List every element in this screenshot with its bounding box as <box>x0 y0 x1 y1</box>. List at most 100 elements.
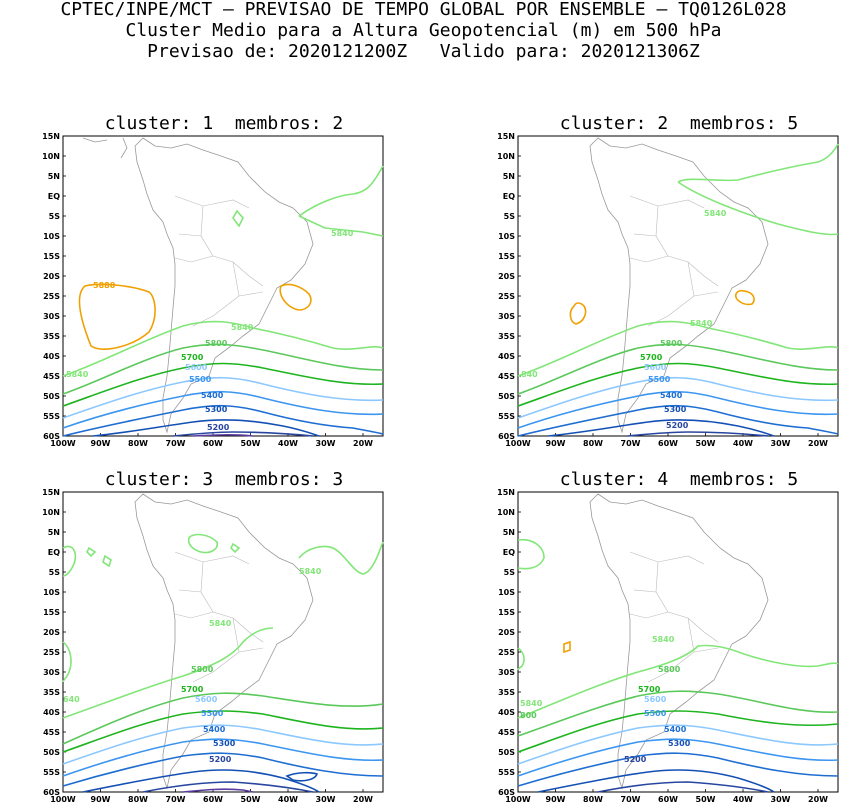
latitude-tick-label: 15N <box>497 488 515 497</box>
longitude-tick-label: 50W <box>241 795 261 803</box>
contour-label: 5700 <box>638 685 661 694</box>
latitude-tick-label: 20S <box>43 272 60 281</box>
latitude-tick-label: 15N <box>497 132 515 141</box>
country-borders <box>629 195 719 327</box>
latitude-tick-label: 30S <box>498 668 515 677</box>
latitude-tick-label: 50S <box>498 748 515 757</box>
latitude-tick-label: 60S <box>43 432 60 441</box>
longitude-tick-label: 30W <box>771 439 791 448</box>
latitude-tick-label: 10N <box>42 152 60 161</box>
contour-label: 5800 <box>660 339 683 348</box>
longitude-tick-label: 20W <box>808 795 828 803</box>
map-frame <box>517 135 839 437</box>
longitude-tick-label: 80W <box>128 795 148 803</box>
latitude-tick-label: EQ <box>503 192 515 201</box>
contour-label: 5300 <box>213 739 236 748</box>
latitude-tick-label: 60S <box>498 432 515 441</box>
latitude-tick-label: 5N <box>48 528 60 537</box>
figure-title-line-3: Previsao de: 2020121200Z Valido para: 20… <box>0 42 847 61</box>
latitude-tick-label: 45S <box>498 728 515 737</box>
latitude-tick-label: 25S <box>498 292 515 301</box>
forecast-start-label: Previsao de: 2020121200Z <box>147 41 408 62</box>
contour-label: 5600 <box>195 695 218 704</box>
longitude-tick-label: 40W <box>278 439 298 448</box>
latitude-tick-label: 55S <box>43 768 60 777</box>
contour-label: 5500 <box>189 375 212 384</box>
latitude-tick-label: 50S <box>43 392 60 401</box>
coastline-south-america <box>82 137 314 434</box>
longitude-tick-label: 20W <box>808 439 828 448</box>
longitude-tick-label: 100W <box>50 439 76 448</box>
coastline-south-america <box>589 493 769 790</box>
longitude-tick-label: 90W <box>91 439 111 448</box>
longitude-tick-label: 40W <box>733 439 753 448</box>
members-word: membros: <box>234 469 322 490</box>
contour-label: 5840 <box>66 370 89 379</box>
contour-label: 5600 <box>644 695 667 704</box>
contour-labels: 5840 5840 840 5800 5700 5600 5500 5400 5… <box>521 209 727 430</box>
longitude-tick-label: 90W <box>546 795 566 803</box>
cluster-number: 1 <box>202 113 214 134</box>
latitude-tick-label: 15N <box>42 488 60 497</box>
longitude-tick-label: 90W <box>546 439 566 448</box>
latitude-tick-label: 40S <box>43 352 60 361</box>
longitude-tick-label: 70W <box>166 439 186 448</box>
members-word: membros: <box>689 113 777 134</box>
contour-labels: 5840 5840 800 5800 5700 5600 5500 5400 5… <box>520 635 691 764</box>
lat-ticks: 15N 10N 5N EQ 5S 10S 15S 20S 25S 30S 35S 40S 45S 50S 5… <box>42 488 66 797</box>
longitude-tick-label: 50W <box>696 795 716 803</box>
contour-label: 5880 <box>93 281 116 290</box>
contour-lines <box>62 533 384 793</box>
longitude-tick-label: 50W <box>696 439 716 448</box>
contour-label: 5600 <box>644 363 667 372</box>
contour-label: 640 <box>63 695 80 704</box>
latitude-tick-label: 35S <box>43 688 60 697</box>
latitude-tick-label: 20S <box>498 628 515 637</box>
cluster-word: cluster: <box>559 469 647 490</box>
contour-label: 5500 <box>648 375 671 384</box>
contour-lines <box>517 143 839 437</box>
longitude-tick-label: 80W <box>583 795 603 803</box>
latitude-tick-label: 30S <box>43 312 60 321</box>
longitude-tick-label: 30W <box>316 795 336 803</box>
latitude-tick-label: 35S <box>43 332 60 341</box>
contour-label: 5400 <box>664 725 687 734</box>
longitude-tick-label: 30W <box>771 795 791 803</box>
latitude-tick-label: 30S <box>498 312 515 321</box>
members-word: membros: <box>234 113 322 134</box>
geopotential-map: 15N 10N 5N EQ 5S 10S 15S 20S 25S 30S 35S 40S 45S 50S 5… <box>497 488 839 803</box>
cluster-number: 3 <box>202 469 214 490</box>
longitude-tick-label: 60W <box>203 439 223 448</box>
cluster-number: 2 <box>657 113 669 134</box>
contour-label: 5200 <box>209 755 232 764</box>
contour-label: 5840 <box>209 619 232 628</box>
country-borders <box>629 551 719 683</box>
cluster-word: cluster: <box>104 113 192 134</box>
members-count: 3 <box>332 469 344 490</box>
latitude-tick-label: 5S <box>49 568 61 577</box>
latitude-tick-label: 10S <box>43 232 60 241</box>
latitude-tick-label: 10S <box>43 588 60 597</box>
latitude-tick-label: 10N <box>497 152 515 161</box>
contour-label: 840 <box>521 370 538 379</box>
contour-label: 5500 <box>644 709 667 718</box>
contour-label: 5840 <box>704 209 727 218</box>
contour-label: 5400 <box>203 725 226 734</box>
latitude-tick-label: 15S <box>498 608 515 617</box>
contour-label: 5300 <box>205 405 228 414</box>
longitude-tick-label: 60W <box>658 795 678 803</box>
lat-ticks: 15N 10N 5N EQ 5S 10S 15S 20S 25S 30S 35S 40S 45S 50S 5… <box>497 488 521 797</box>
contour-label: 5800 <box>658 665 681 674</box>
latitude-tick-label: 10N <box>497 508 515 517</box>
longitude-tick-label: 60W <box>658 439 678 448</box>
cluster-panel-2: cluster: 2 membros: 5 15N 10N 5N EQ 5S 10S 15S… <box>497 113 840 448</box>
latitude-tick-label: 5N <box>503 528 515 537</box>
longitude-tick-label: 90W <box>91 795 111 803</box>
contour-label: 5200 <box>207 423 230 432</box>
contour-label: 5840 <box>299 567 322 576</box>
latitude-tick-label: 10S <box>498 232 515 241</box>
latitude-tick-label: 5S <box>504 568 516 577</box>
latitude-tick-label: EQ <box>503 548 515 557</box>
lat-ticks: 15N 10N 5N EQ 5S 10S 15S 20S 25S 30S 35S 40S 45S 50S 5… <box>497 132 521 441</box>
contour-label: 5200 <box>666 421 689 430</box>
